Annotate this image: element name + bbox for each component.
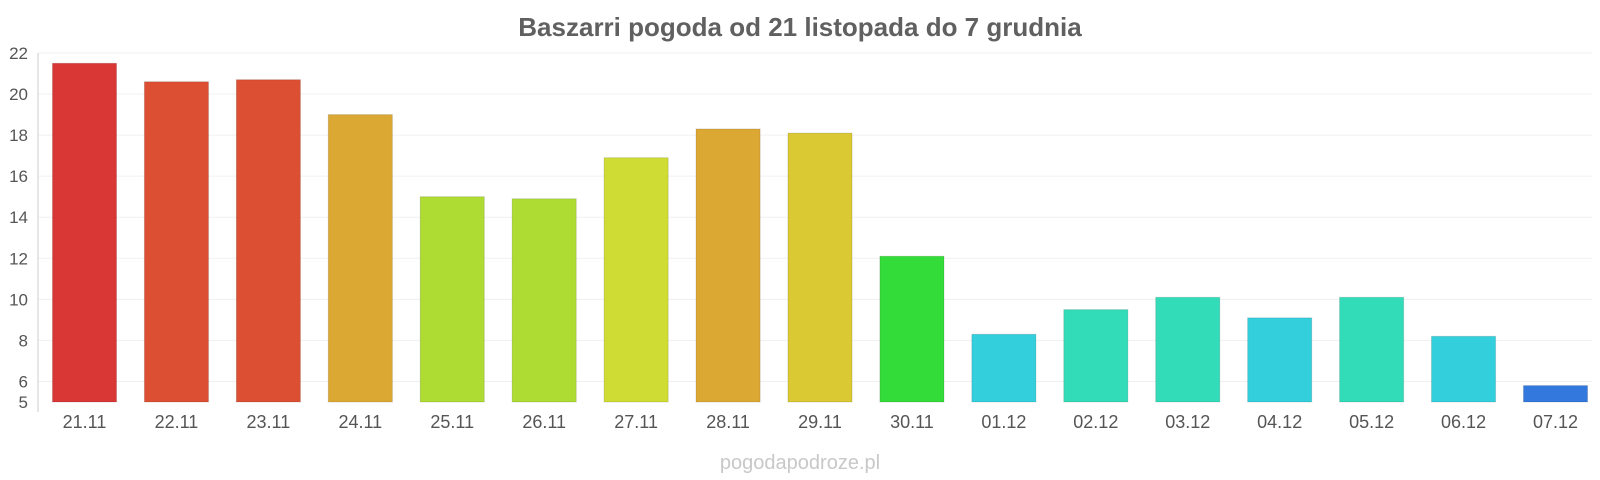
- bar-28.11[interactable]: [695, 128, 761, 403]
- x-tick-label: 27.11: [614, 412, 658, 432]
- bar-02.12[interactable]: [1063, 309, 1129, 403]
- x-tick-label: 07.12: [1533, 412, 1578, 432]
- x-tick-label: 04.12: [1257, 412, 1302, 432]
- y-tick-label: 8: [19, 331, 28, 350]
- bar-05.12[interactable]: [1339, 296, 1405, 403]
- x-tick-label: 21.11: [63, 412, 107, 432]
- x-tick-label: 03.12: [1165, 412, 1210, 432]
- x-tick-label: 05.12: [1349, 412, 1394, 432]
- bar-07.12[interactable]: [1522, 385, 1589, 403]
- y-tick-label: 10: [9, 290, 28, 309]
- bar-23.11[interactable]: [235, 79, 301, 403]
- y-axis-ticks: 5 6 8 10 12 14 16 18 20 22: [9, 44, 28, 412]
- bar-24.11[interactable]: [327, 114, 393, 403]
- y-tick-label: 14: [9, 208, 28, 227]
- bar-04.12[interactable]: [1247, 317, 1313, 403]
- bar-26.11[interactable]: [511, 198, 577, 403]
- x-tick-label: 28.11: [706, 412, 750, 432]
- x-tick-label: 26.11: [522, 412, 566, 432]
- y-tick-label: 5: [19, 393, 28, 412]
- x-tick-label: 24.11: [338, 412, 382, 432]
- y-tick-label: 18: [9, 126, 28, 145]
- x-tick-label: 23.11: [247, 412, 291, 432]
- bar-21.11[interactable]: [51, 62, 118, 403]
- x-tick-label: 22.11: [155, 412, 199, 432]
- y-tick-label: 16: [9, 167, 28, 186]
- bar-25.11[interactable]: [419, 196, 485, 403]
- bar-06.12[interactable]: [1431, 335, 1497, 403]
- bars: [51, 62, 1589, 403]
- x-tick-label: 25.11: [430, 412, 474, 432]
- y-tick-label: 6: [19, 372, 28, 391]
- x-axis-ticks: 21.11 22.11 23.11 24.11 25.11 26.11 27.11 28.11…: [63, 412, 1578, 432]
- y-tick-label: 20: [9, 85, 28, 104]
- y-tick-label: 12: [9, 249, 28, 268]
- bar-01.12[interactable]: [971, 333, 1037, 403]
- x-tick-label: 29.11: [798, 412, 842, 432]
- credit-text: pogodapodroze.pl: [720, 452, 880, 474]
- x-tick-label: 02.12: [1073, 412, 1118, 432]
- bar-03.12[interactable]: [1155, 296, 1221, 403]
- x-tick-label: 01.12: [981, 412, 1026, 432]
- bar-29.11[interactable]: [787, 132, 853, 403]
- bar-22.11[interactable]: [143, 81, 209, 403]
- chart-title: Baszarri pogoda od 21 listopada do 7 gru…: [518, 12, 1082, 42]
- x-tick-label: 06.12: [1441, 412, 1486, 432]
- x-tick-label: 30.11: [890, 412, 934, 432]
- y-tick-label: 22: [9, 44, 28, 63]
- bar-30.11[interactable]: [879, 255, 945, 403]
- bar-27.11[interactable]: [603, 157, 669, 403]
